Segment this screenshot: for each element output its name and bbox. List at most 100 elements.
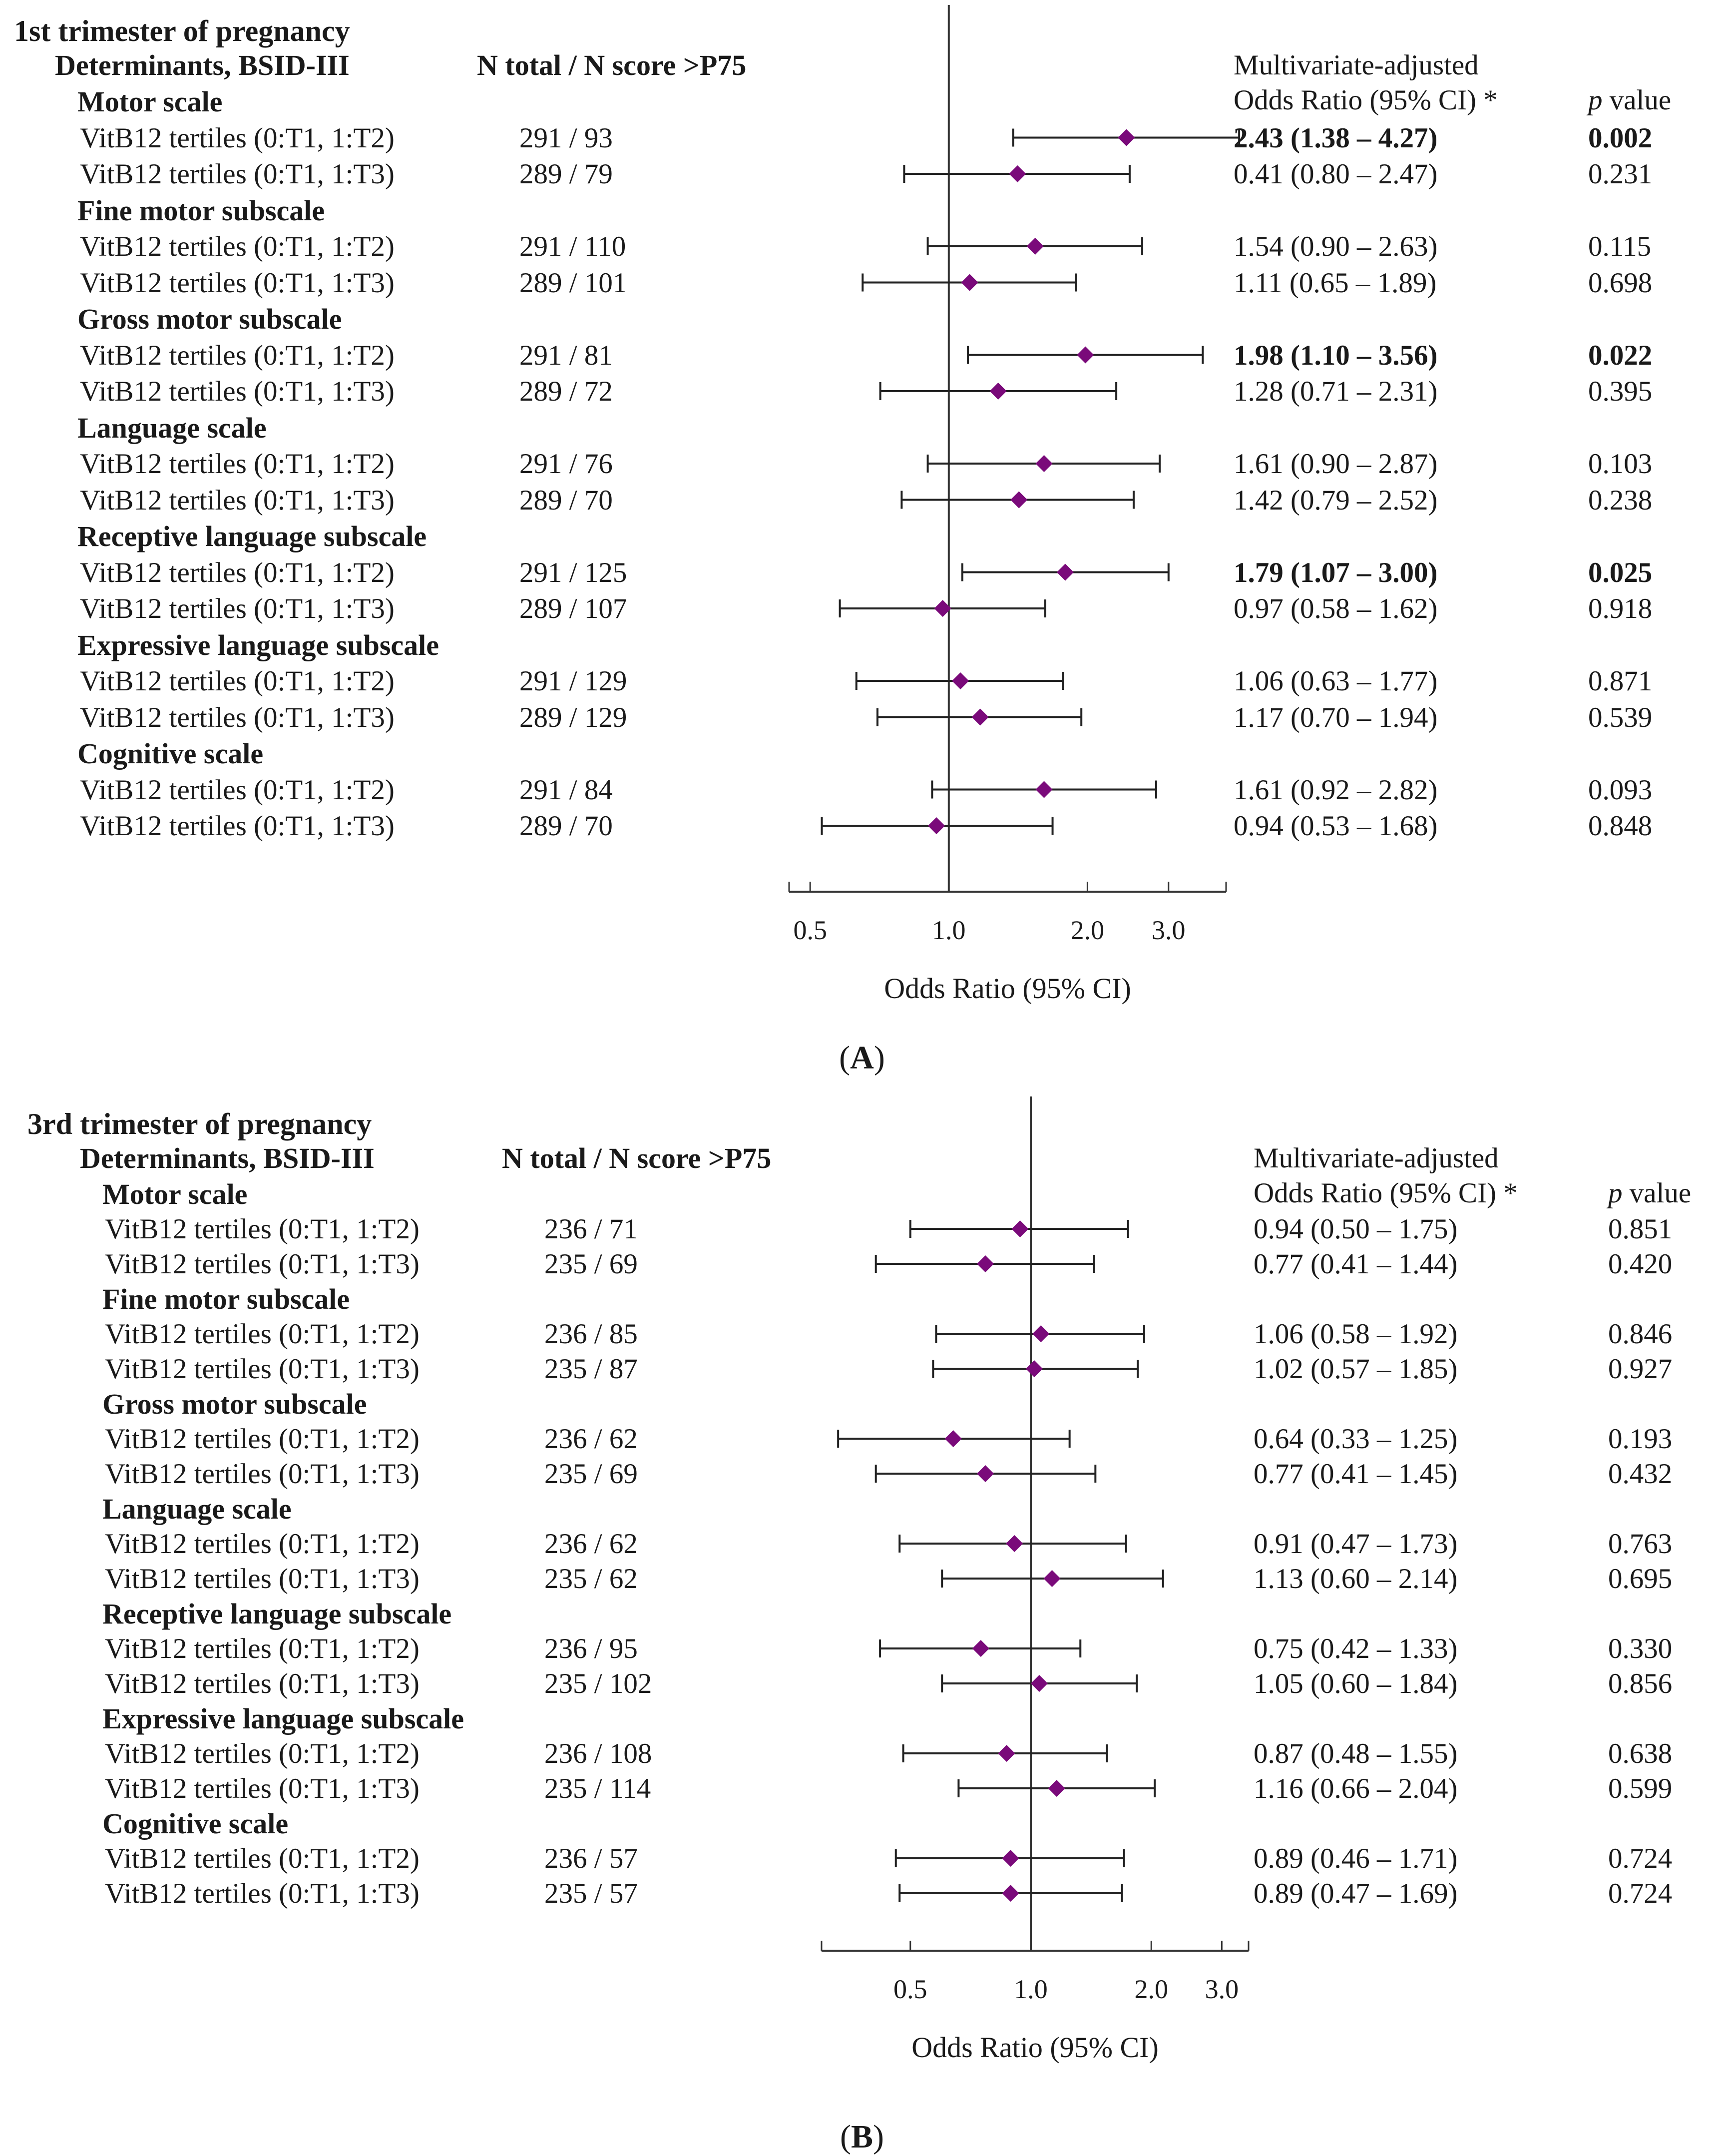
scale-heading: Receptive language subscale bbox=[77, 520, 427, 552]
panel-a-first-trimester: 1st trimester of pregnancy Determinants, … bbox=[0, 0, 1724, 1076]
scale-heading: Motor scale bbox=[77, 85, 223, 118]
scale-heading: Gross motor subscale bbox=[77, 303, 342, 335]
header-determinants: Determinants, BSID-III bbox=[55, 49, 350, 81]
row-p-value: 0.022 bbox=[1588, 339, 1653, 371]
or-point-diamond bbox=[1006, 1535, 1023, 1552]
row-p-value: 0.093 bbox=[1588, 774, 1653, 806]
row-p-value: 0.871 bbox=[1588, 665, 1653, 697]
row-p-value: 0.763 bbox=[1608, 1528, 1673, 1560]
panel-title: 1st trimester of pregnancy bbox=[14, 14, 350, 47]
row-label: VitB12 tertiles (0:T1, 1:T2) bbox=[105, 1318, 420, 1350]
row-or-ci: 1.28 (0.71 – 2.31) bbox=[1234, 376, 1438, 407]
x-axis-label: Odds Ratio (95% CI) bbox=[911, 2031, 1159, 2064]
row-n: 289 / 129 bbox=[519, 701, 627, 733]
panel-title: 3rd trimester of pregnancy bbox=[27, 1107, 372, 1140]
row-label: VitB12 tertiles (0:T1, 1:T2) bbox=[105, 1738, 420, 1769]
row-n: 291 / 93 bbox=[519, 122, 613, 154]
or-point-diamond bbox=[1056, 563, 1074, 581]
or-point-diamond bbox=[1026, 238, 1044, 255]
row-n: 291 / 76 bbox=[519, 448, 613, 480]
or-point-diamond bbox=[998, 1745, 1015, 1762]
row-label: VitB12 tertiles (0:T1, 1:T2) bbox=[105, 1423, 420, 1455]
scale-heading: Language scale bbox=[77, 411, 267, 444]
row-n: 236 / 85 bbox=[544, 1318, 638, 1350]
or-point-diamond bbox=[1118, 129, 1135, 146]
row-n: 235 / 69 bbox=[544, 1458, 638, 1490]
scale-heading: Cognitive scale bbox=[102, 1807, 289, 1840]
or-point-diamond bbox=[989, 383, 1007, 400]
row-n: 289 / 70 bbox=[519, 810, 613, 842]
row-n: 291 / 110 bbox=[519, 231, 626, 262]
row-p-value: 0.695 bbox=[1608, 1563, 1673, 1595]
row-label: VitB12 tertiles (0:T1, 1:T2) bbox=[105, 1843, 420, 1874]
row-or-ci: 1.61 (0.92 – 2.82) bbox=[1234, 774, 1438, 806]
header-or-line2: Odds Ratio (95% CI) * bbox=[1234, 84, 1498, 116]
row-label: VitB12 tertiles (0:T1, 1:T3) bbox=[80, 701, 395, 733]
row-p-value: 0.025 bbox=[1588, 556, 1653, 588]
row-or-ci: 1.16 (0.66 – 2.04) bbox=[1254, 1773, 1458, 1804]
row-p-value: 0.724 bbox=[1608, 1878, 1673, 1909]
header-p-value: p value bbox=[1608, 1177, 1692, 1209]
row-n: 236 / 71 bbox=[544, 1213, 638, 1245]
row-or-ci: 1.13 (0.60 – 2.14) bbox=[1254, 1563, 1458, 1595]
row-label: VitB12 tertiles (0:T1, 1:T2) bbox=[105, 1633, 420, 1664]
row-label: VitB12 tertiles (0:T1, 1:T3) bbox=[80, 158, 395, 190]
row-label: VitB12 tertiles (0:T1, 1:T3) bbox=[105, 1248, 420, 1280]
row-or-ci: 0.77 (0.41 – 1.44) bbox=[1254, 1248, 1458, 1280]
or-point-diamond bbox=[952, 672, 969, 689]
row-label: VitB12 tertiles (0:T1, 1:T3) bbox=[80, 376, 395, 407]
row-label: VitB12 tertiles (0:T1, 1:T2) bbox=[105, 1213, 420, 1245]
row-or-ci: 1.54 (0.90 – 2.63) bbox=[1234, 231, 1438, 262]
row-or-ci: 0.41 (0.80 – 2.47) bbox=[1234, 158, 1438, 190]
row-label: VitB12 tertiles (0:T1, 1:T3) bbox=[105, 1668, 420, 1699]
row-label: VitB12 tertiles (0:T1, 1:T3) bbox=[105, 1353, 420, 1385]
scale-heading: Expressive language subscale bbox=[77, 628, 439, 661]
row-p-value: 0.539 bbox=[1588, 701, 1653, 733]
row-label: VitB12 tertiles (0:T1, 1:T2) bbox=[80, 774, 395, 806]
or-point-diamond bbox=[1009, 165, 1026, 182]
row-or-ci: 0.91 (0.47 – 1.73) bbox=[1254, 1528, 1458, 1560]
scale-heading: Receptive language subscale bbox=[102, 1598, 452, 1630]
scale-heading: Language scale bbox=[102, 1493, 292, 1525]
row-or-ci: 0.77 (0.41 – 1.45) bbox=[1254, 1458, 1458, 1490]
x-tick-label: 1.0 bbox=[1014, 1974, 1048, 2004]
row-or-ci: 1.79 (1.07 – 3.00) bbox=[1234, 556, 1438, 588]
row-n: 235 / 102 bbox=[544, 1668, 652, 1699]
row-p-value: 0.846 bbox=[1608, 1318, 1673, 1350]
row-or-ci: 0.64 (0.33 – 1.25) bbox=[1254, 1423, 1458, 1455]
row-p-value: 0.918 bbox=[1588, 593, 1653, 624]
or-point-diamond bbox=[1002, 1850, 1019, 1867]
or-point-diamond bbox=[977, 1465, 994, 1482]
row-n: 289 / 70 bbox=[519, 484, 613, 516]
x-tick-label: 3.0 bbox=[1205, 1974, 1239, 2004]
row-label: VitB12 tertiles (0:T1, 1:T2) bbox=[80, 122, 395, 154]
row-p-value: 0.330 bbox=[1608, 1633, 1673, 1664]
row-n: 236 / 95 bbox=[544, 1633, 638, 1664]
scale-heading: Cognitive scale bbox=[77, 737, 264, 770]
x-tick-label: 0.5 bbox=[893, 1974, 927, 2004]
row-p-value: 0.638 bbox=[1608, 1738, 1673, 1769]
row-label: VitB12 tertiles (0:T1, 1:T3) bbox=[105, 1878, 420, 1909]
header-p-value: p value bbox=[1588, 84, 1672, 116]
row-or-ci: 1.02 (0.57 – 1.85) bbox=[1254, 1353, 1458, 1385]
row-or-ci: 0.89 (0.46 – 1.71) bbox=[1254, 1843, 1458, 1874]
or-point-diamond bbox=[971, 708, 989, 726]
header-determinants: Determinants, BSID-III bbox=[80, 1142, 375, 1174]
or-point-diamond bbox=[1011, 1220, 1029, 1237]
row-or-ci: 0.89 (0.47 – 1.69) bbox=[1254, 1878, 1458, 1909]
row-n: 235 / 114 bbox=[544, 1773, 651, 1804]
forest-plot bbox=[821, 1096, 1250, 1952]
row-n: 235 / 87 bbox=[544, 1353, 638, 1385]
row-label: VitB12 tertiles (0:T1, 1:T3) bbox=[80, 593, 395, 624]
or-point-diamond bbox=[1035, 455, 1053, 472]
row-or-ci: 0.94 (0.53 – 1.68) bbox=[1234, 810, 1438, 842]
row-n: 236 / 108 bbox=[544, 1738, 652, 1769]
or-point-diamond bbox=[977, 1255, 994, 1272]
row-or-ci: 2.43 (1.38 – 4.27) bbox=[1234, 122, 1438, 154]
row-p-value: 0.193 bbox=[1608, 1423, 1673, 1455]
row-n: 291 / 84 bbox=[519, 774, 613, 806]
panel-label: (A) bbox=[839, 1040, 885, 1076]
row-p-value: 0.851 bbox=[1608, 1213, 1673, 1245]
or-point-diamond bbox=[972, 1640, 989, 1657]
x-tick-label: 3.0 bbox=[1152, 915, 1186, 945]
